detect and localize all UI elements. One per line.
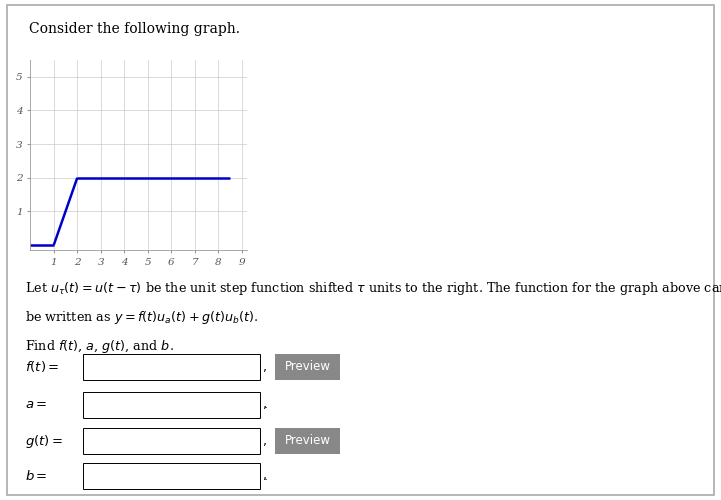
- Text: Let $u_\tau(t) = u(t - \tau)$ be the unit step function shifted $\tau$ units to : Let $u_\tau(t) = u(t - \tau)$ be the uni…: [25, 280, 721, 297]
- Text: .: .: [263, 470, 267, 482]
- Text: $f(t) =$: $f(t) =$: [25, 360, 60, 374]
- Text: $a =$: $a =$: [25, 398, 48, 411]
- Text: Find $f(t)$, $a$, $g(t)$, and $b$.: Find $f(t)$, $a$, $g(t)$, and $b$.: [25, 338, 174, 355]
- Text: ,: ,: [263, 360, 267, 374]
- Text: Preview: Preview: [285, 360, 331, 374]
- Text: $b =$: $b =$: [25, 469, 48, 483]
- Text: .: .: [263, 398, 267, 411]
- Text: ,: ,: [263, 434, 267, 448]
- Text: ,: ,: [263, 398, 267, 411]
- Text: $g(t) =$: $g(t) =$: [25, 432, 63, 450]
- Text: Preview: Preview: [285, 434, 331, 448]
- Text: Consider the following graph.: Consider the following graph.: [29, 22, 240, 36]
- Text: be written as $y = f(t)u_a(t) + g(t)u_b(t)$.: be written as $y = f(t)u_a(t) + g(t)u_b(…: [25, 309, 258, 326]
- Text: ,: ,: [263, 470, 267, 482]
